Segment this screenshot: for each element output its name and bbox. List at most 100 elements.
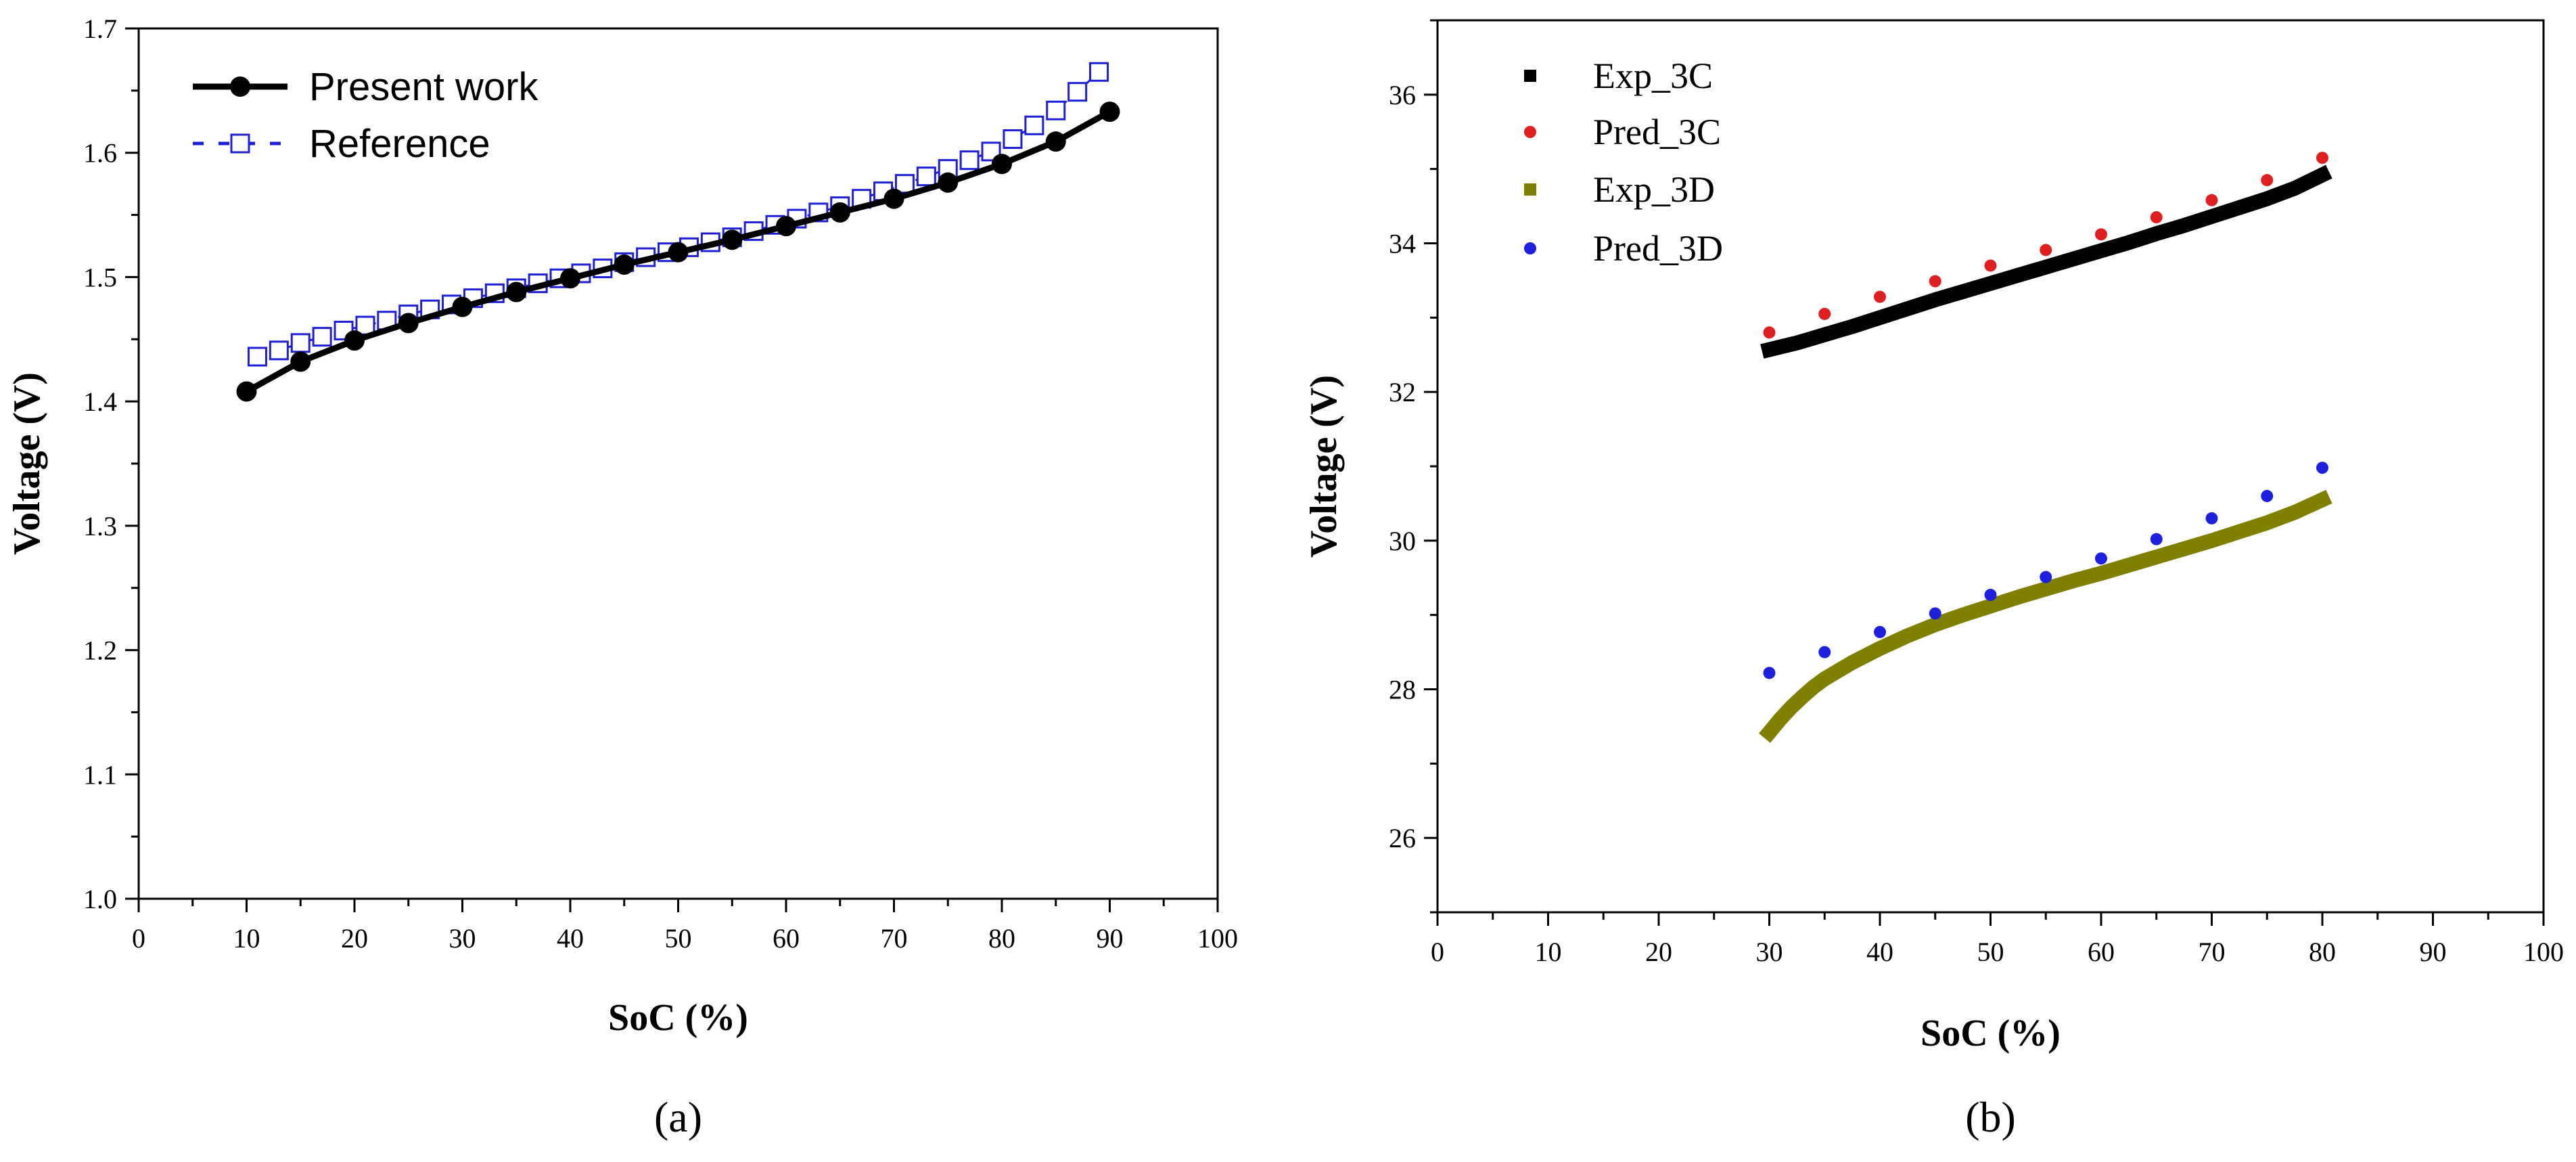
y-tick-label: 1.4 [83,386,117,417]
pred-3d-point [1763,667,1776,679]
y-tick-label: 32 [1389,377,1416,407]
present-work-point [722,229,743,250]
plot-frame [137,27,1219,900]
chart-b-axes: 0 10 20 30 40 50 60 70 80 90 100 26 28 30 32 34 36 [1389,19,2564,967]
pred-3d-point [2205,512,2218,524]
x-tick-label: 10 [1535,937,1562,967]
reference-point [959,150,980,171]
present-work-point [776,216,796,237]
pred-3d-point [2150,533,2163,545]
reference-point [1046,100,1066,120]
x-tick-label: 10 [233,923,260,954]
reference-point [916,166,936,187]
chart-a-x-axis-label: SoC (%) [608,997,748,1039]
reference-point [1067,82,1088,102]
y-tick-label: 1.2 [83,635,117,666]
legend-swatch-reference-marker [230,133,250,154]
chart-a-legend: Present work Reference [193,65,538,166]
x-tick-label: 100 [1197,923,1238,954]
present-work-point [236,381,257,402]
present-work-point [992,154,1012,175]
x-tick-label: 70 [881,923,908,954]
y-tick-label: 1.7 [83,14,117,44]
x-tick-label: 20 [1645,937,1672,967]
series-present-work [236,102,1120,402]
plot-frame [1436,19,2545,914]
chart-b-x-axis-label: SoC (%) [1920,1012,2061,1054]
x-tick-label: 80 [988,923,1015,954]
series-pred-3d [1763,462,2328,679]
y-tick-label: 1.5 [83,262,117,292]
reference-point [1024,115,1044,135]
pred-3c-point [2316,152,2328,164]
legend-label-exp-3d: Exp_3D [1593,169,1715,210]
y-tick-label: 34 [1389,229,1416,259]
legend-label-pred-3c: Pred_3C [1593,112,1721,152]
chart-b: Voltage (V) SoC (%) (b) 0 10 20 30 40 50 60 70 8… [1303,19,2564,1141]
present-work-point [560,268,580,289]
legend-swatch-exp-3d [1524,183,1536,196]
x-tick-label: 90 [2420,937,2447,967]
pred-3c-point [1984,259,1997,272]
x-tick-label: 90 [1097,923,1124,954]
x-tick-label: 20 [341,923,368,954]
legend-label-exp-3c: Exp_3C [1593,55,1713,96]
x-tick-label: 30 [1756,937,1783,967]
reference-point [290,333,310,353]
x-tick-label: 60 [2088,937,2115,967]
pred-3d-point [1929,607,1941,620]
x-tick-label: 0 [1431,937,1444,967]
series-exp-3c [1760,164,2332,359]
chart-a-axes: 0 10 20 30 40 50 60 70 80 90 100 1.0 1.1 1.2 1.3 1.4 1.5… [83,14,1238,954]
legend-swatch-pred-3c [1524,126,1536,138]
chart-a-panel-label: (a) [654,1093,702,1141]
pred-3c-point [2205,194,2218,206]
x-tick-label: 50 [1977,937,2004,967]
legend-swatch-exp-3c [1524,70,1536,82]
pred-3c-point [2095,228,2107,241]
pred-3d-point [2040,571,2052,583]
pred-3c-point [1818,307,1831,320]
chart-b-y-axis-label: Voltage (V) [1303,375,1345,558]
legend-swatch-pred-3d [1524,242,1536,254]
reference-point [1089,62,1109,82]
y-tick-label: 1.6 [83,138,117,169]
x-tick-label: 70 [2199,937,2226,967]
present-work-point [1099,102,1120,122]
pred-3c-point [1929,275,1941,288]
series-exp-3d [1759,489,2332,743]
y-tick-label: 1.0 [83,884,117,914]
exp-3c-curve [1760,164,2332,359]
y-tick-label: 28 [1389,675,1416,705]
chart-a-y-axis-label: Voltage (V) [6,372,48,555]
pred-3d-point [2316,462,2328,474]
reference-point [269,340,289,361]
y-tick-label: 30 [1389,526,1416,556]
pred-3c-point [1874,290,1886,303]
y-tick-label: 1.3 [83,511,117,541]
pred-3c-point [2261,174,2274,187]
chart-b-marks [1759,152,2332,743]
exp-3d-curve [1759,489,2332,743]
present-work-point [829,202,850,223]
present-work-point [883,188,904,209]
chart-a-marks [236,62,1120,402]
chart-b-legend: Exp_3C Pred_3C Exp_3D Pred_3D [1524,55,1723,269]
pred-3c-point [2150,211,2163,224]
pred-3c-point [2040,244,2052,256]
y-tick-label: 36 [1389,80,1416,110]
x-tick-label: 80 [2309,937,2336,967]
x-tick-label: 100 [2523,937,2564,967]
y-tick-label: 26 [1389,823,1416,853]
pred-3d-point [2261,489,2274,502]
legend-label-present-work: Present work [309,65,538,109]
x-tick-label: 40 [1866,937,1893,967]
reference-point [312,327,332,347]
x-tick-label: 0 [132,923,145,954]
pred-3d-point [2095,552,2107,565]
y-tick-label: 1.1 [83,759,117,790]
legend-label-pred-3d: Pred_3D [1593,228,1723,269]
present-work-point [614,254,635,275]
x-tick-label: 40 [557,923,584,954]
present-work-point [938,172,959,193]
